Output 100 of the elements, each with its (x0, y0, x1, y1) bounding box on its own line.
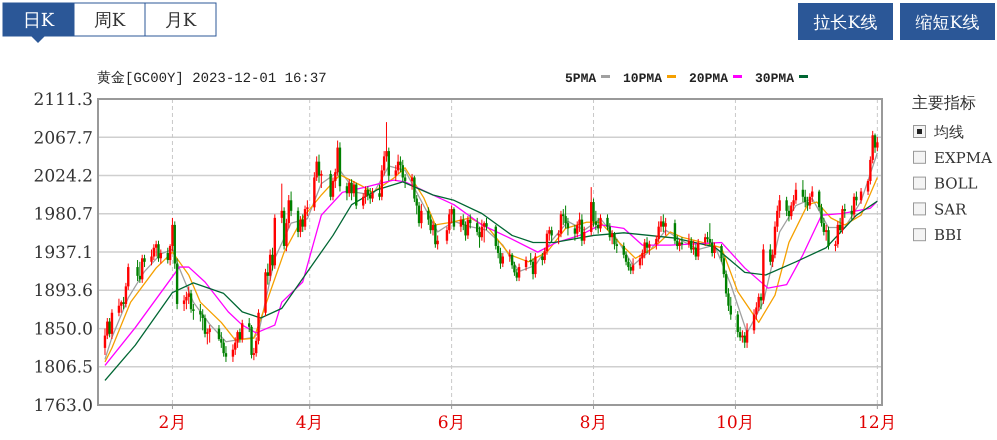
x-tick-label: 10月 (716, 413, 755, 433)
candlestick (138, 261, 142, 284)
candlestick (746, 322, 748, 348)
candlestick (280, 183, 283, 224)
y-tick-label: 1893.6 (34, 281, 93, 302)
candlestick (118, 298, 120, 317)
candlestick (329, 170, 332, 201)
legend-label: 30PMA (755, 71, 794, 86)
candlestick (482, 220, 486, 243)
text: EXPMA (934, 148, 992, 167)
text: 周K (94, 10, 126, 31)
candlestick (299, 216, 302, 238)
candlestick (518, 263, 520, 282)
candlestick (838, 217, 842, 234)
candlestick (662, 214, 665, 232)
y-tick-label: 2067.7 (34, 128, 93, 148)
candlestick (122, 296, 125, 310)
candlestick (466, 216, 470, 240)
y-tick-label: 2024.2 (34, 166, 93, 186)
candlestick (480, 219, 484, 242)
candlestick (632, 258, 634, 275)
candlestick (352, 180, 356, 198)
legend-label: 5PMA (565, 71, 596, 86)
candlestick (692, 240, 695, 256)
candlestick (452, 206, 456, 231)
candlestick (368, 187, 372, 204)
candlestick (346, 182, 348, 201)
candlestick (420, 203, 423, 229)
text: 均线 (933, 123, 964, 141)
candlestick (736, 310, 739, 338)
candlestick (502, 252, 504, 268)
x-tick-label: 2月 (158, 413, 186, 433)
y-tick-label: 2111.3 (34, 90, 93, 110)
candlestick (836, 220, 839, 248)
candlestick (769, 244, 772, 266)
candlestick (697, 238, 700, 261)
candlestick (266, 263, 270, 286)
candlestick (160, 248, 162, 264)
y-tick-label: 1763.0 (34, 396, 93, 416)
text: 缩短K线 (916, 13, 980, 33)
candlestick (120, 300, 122, 314)
candlestick (688, 233, 690, 248)
candlestick (741, 330, 744, 344)
candlestick (302, 214, 304, 232)
text: 主要指标 (912, 93, 976, 112)
candlestick (704, 233, 706, 246)
candlestick (434, 222, 437, 248)
candlestick (366, 186, 370, 201)
candlestick (268, 248, 272, 282)
candlestick (469, 214, 472, 229)
candlestick (850, 205, 853, 220)
text: SAR (934, 200, 968, 218)
candlestick (241, 319, 244, 344)
x-tick-label: 4月 (296, 413, 324, 433)
candlestick (583, 226, 586, 245)
candlestick (290, 191, 292, 217)
candlestick (182, 294, 186, 312)
candlestick (154, 240, 158, 258)
candlestick (166, 247, 169, 264)
candlestick (580, 214, 584, 246)
legend-label: 10PMA (623, 71, 662, 86)
candlestick (690, 236, 692, 254)
y-tick-label: 1850.0 (34, 320, 93, 340)
chart-title: 黄金[GC00Y] 2023-12-01 16:37 (97, 70, 327, 87)
x-tick-label: 6月 (438, 413, 466, 433)
candlestick (534, 252, 537, 278)
candlestick (550, 226, 553, 243)
candlestick (141, 254, 144, 284)
candlestick (876, 136, 879, 152)
y-tick-label: 1937.1 (34, 242, 93, 263)
text: 拉长K线 (814, 13, 878, 33)
legend-label: 20PMA (689, 71, 728, 86)
candlestick (855, 191, 858, 206)
y-tick-label: 1806.5 (34, 358, 93, 378)
candlestick (206, 328, 209, 345)
candlestick (108, 318, 111, 338)
x-tick-label: 8月 (580, 413, 608, 433)
candlestick (844, 203, 846, 218)
candlestick (664, 217, 667, 236)
text: 月K (164, 10, 197, 31)
text: BOLL (934, 174, 978, 193)
candlestick (541, 252, 544, 266)
candlestick (852, 192, 856, 218)
candlestick (436, 234, 439, 250)
y-tick-label: 1980.7 (34, 204, 93, 225)
candlestick (678, 238, 681, 252)
candlestick (460, 216, 462, 232)
candlestick (648, 240, 651, 256)
text: BBI (934, 226, 962, 244)
candlestick (355, 182, 358, 210)
candlestick (348, 178, 350, 198)
candlestick (860, 187, 862, 204)
candlestick (208, 324, 211, 344)
text: 日K (22, 10, 55, 31)
candlestick (744, 332, 746, 348)
candlestick (574, 224, 576, 242)
candlestick (524, 256, 528, 272)
candlestick (694, 244, 698, 261)
candlestick (350, 178, 353, 201)
candlestick (296, 206, 300, 238)
